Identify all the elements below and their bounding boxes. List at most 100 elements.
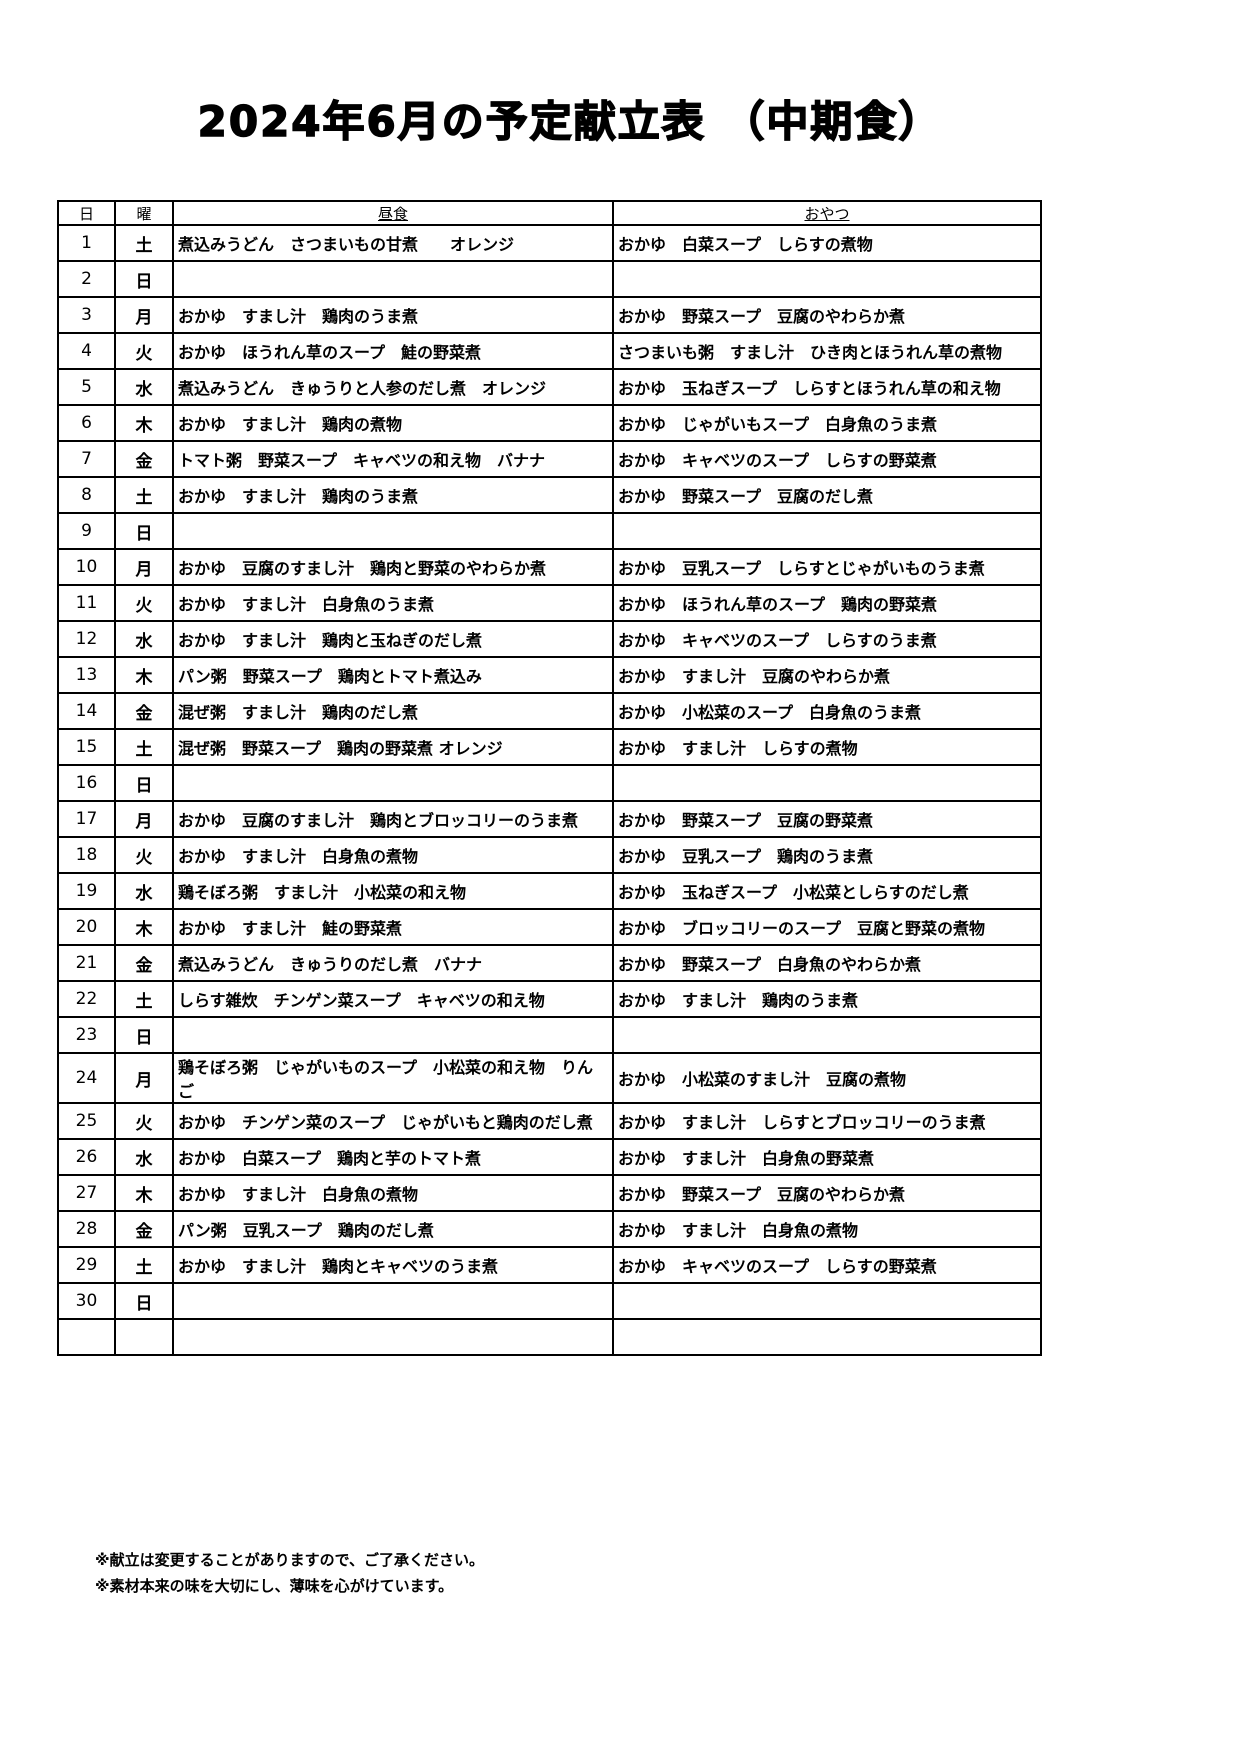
weekday-cell: 月 — [114, 296, 174, 334]
weekday-cell: 火 — [114, 584, 174, 622]
snack-cell: おかゆ じゃがいもスープ 白身魚のうま煮 — [612, 404, 1042, 442]
lunch-cell: 煮込みうどん きゅうりのだし煮 バナナ — [172, 944, 614, 982]
weekday-cell: 火 — [114, 1102, 174, 1140]
lunch-cell: おかゆ すまし汁 鶏肉の煮物 — [172, 404, 614, 442]
lunch-cell: おかゆ すまし汁 白身魚の煮物 — [172, 1174, 614, 1212]
table-row: 3 月 おかゆ すまし汁 鶏肉のうま煮 おかゆ 野菜スープ 豆腐のやわらか煮 — [57, 296, 1042, 334]
lunch-cell: おかゆ すまし汁 鶏肉のうま煮 — [172, 476, 614, 514]
day-cell: 22 — [57, 980, 116, 1018]
snack-cell: おかゆ 豆乳スープ 鶏肉のうま煮 — [612, 836, 1042, 874]
table-row: 5 水 煮込みうどん きゅうりと人参のだし煮 オレンジ おかゆ 玉ねぎスープ し… — [57, 368, 1042, 406]
weekday-cell: 金 — [114, 440, 174, 478]
weekday-cell: 土 — [114, 476, 174, 514]
day-cell: 13 — [57, 656, 116, 694]
day-cell: 10 — [57, 548, 116, 586]
lunch-cell — [172, 1016, 614, 1054]
header-weekday: 曜 — [114, 200, 174, 226]
day-cell: 20 — [57, 908, 116, 946]
table-row: 30 日 — [57, 1282, 1042, 1320]
menu-table-body: 1 土 煮込みうどん さつまいもの甘煮 オレンジ おかゆ 白菜スープ しらすの煮… — [57, 224, 1042, 1356]
table-row: 12 水 おかゆ すまし汁 鶏肉と玉ねぎのだし煮 おかゆ キャベツのスープ しら… — [57, 620, 1042, 658]
table-row: 23 日 — [57, 1016, 1042, 1054]
table-row: 9 日 — [57, 512, 1042, 550]
table-row: 29 土 おかゆ すまし汁 鶏肉とキャベツのうま煮 おかゆ キャベツのスープ し… — [57, 1246, 1042, 1284]
table-row: 10 月 おかゆ 豆腐のすまし汁 鶏肉と野菜のやわらか煮 おかゆ 豆乳スープ し… — [57, 548, 1042, 586]
weekday-cell: 金 — [114, 1210, 174, 1248]
day-cell: 27 — [57, 1174, 116, 1212]
day-cell: 2 — [57, 260, 116, 298]
weekday-cell: 木 — [114, 656, 174, 694]
weekday-cell: 水 — [114, 368, 174, 406]
weekday-cell: 土 — [114, 728, 174, 766]
header-lunch: 昼食 — [172, 200, 614, 226]
lunch-cell: 混ぜ粥 すまし汁 鶏肉のだし煮 — [172, 692, 614, 730]
snack-cell: おかゆ すまし汁 白身魚の煮物 — [612, 1210, 1042, 1248]
table-row: 14 金 混ぜ粥 すまし汁 鶏肉のだし煮 おかゆ 小松菜のスープ 白身魚のうま煮 — [57, 692, 1042, 730]
lunch-cell: おかゆ すまし汁 白身魚のうま煮 — [172, 584, 614, 622]
snack-cell: おかゆ キャベツのスープ しらすの野菜煮 — [612, 1246, 1042, 1284]
day-cell: 21 — [57, 944, 116, 982]
lunch-cell — [172, 1282, 614, 1320]
day-cell: 28 — [57, 1210, 116, 1248]
page-title: 2024年6月の予定献立表 （中期食） — [197, 96, 943, 147]
lunch-cell: しらす雑炊 チンゲン菜スープ キャベツの和え物 — [172, 980, 614, 1018]
header-snack: おやつ — [612, 200, 1042, 226]
day-cell: 26 — [57, 1138, 116, 1176]
snack-cell — [612, 1282, 1042, 1320]
lunch-cell: おかゆ ほうれん草のスープ 鮭の野菜煮 — [172, 332, 614, 370]
weekday-cell: 日 — [114, 260, 174, 298]
day-cell: 24 — [57, 1052, 116, 1104]
lunch-cell: おかゆ すまし汁 鮭の野菜煮 — [172, 908, 614, 946]
day-cell: 17 — [57, 800, 116, 838]
lunch-cell: おかゆ すまし汁 鶏肉のうま煮 — [172, 296, 614, 334]
day-cell: 19 — [57, 872, 116, 910]
lunch-cell: 煮込みうどん さつまいもの甘煮 オレンジ — [172, 224, 614, 262]
table-row: 1 土 煮込みうどん さつまいもの甘煮 オレンジ おかゆ 白菜スープ しらすの煮… — [57, 224, 1042, 262]
weekday-cell: 土 — [114, 224, 174, 262]
weekday-cell: 木 — [114, 404, 174, 442]
lunch-cell: 鶏そぼろ粥 すまし汁 小松菜の和え物 — [172, 872, 614, 910]
note-line: ※献立は変更することがありますので、ご了承ください。 — [95, 1551, 484, 1569]
table-row: 7 金 トマト粥 野菜スープ キャベツの和え物 バナナ おかゆ キャベツのスープ… — [57, 440, 1042, 478]
weekday-cell: 日 — [114, 764, 174, 802]
table-row: 22 土 しらす雑炊 チンゲン菜スープ キャベツの和え物 おかゆ すまし汁 鶏肉… — [57, 980, 1042, 1018]
header-day: 日 — [57, 200, 116, 226]
weekday-cell: 日 — [114, 512, 174, 550]
table-row: 17 月 おかゆ 豆腐のすまし汁 鶏肉とブロッコリーのうま煮 おかゆ 野菜スープ… — [57, 800, 1042, 838]
weekday-cell: 月 — [114, 548, 174, 586]
day-cell: 15 — [57, 728, 116, 766]
snack-cell: おかゆ 野菜スープ 豆腐のやわらか煮 — [612, 1174, 1042, 1212]
day-cell: 5 — [57, 368, 116, 406]
snack-cell: おかゆ すまし汁 豆腐のやわらか煮 — [612, 656, 1042, 694]
snack-cell: おかゆ ほうれん草のスープ 鶏肉の野菜煮 — [612, 584, 1042, 622]
day-cell: 12 — [57, 620, 116, 658]
weekday-cell — [114, 1318, 174, 1356]
lunch-cell: トマト粥 野菜スープ キャベツの和え物 バナナ — [172, 440, 614, 478]
table-row: 11 火 おかゆ すまし汁 白身魚のうま煮 おかゆ ほうれん草のスープ 鶏肉の野… — [57, 584, 1042, 622]
weekday-cell: 水 — [114, 620, 174, 658]
day-cell: 8 — [57, 476, 116, 514]
lunch-cell: おかゆ すまし汁 鶏肉とキャベツのうま煮 — [172, 1246, 614, 1284]
day-cell: 4 — [57, 332, 116, 370]
snack-cell: おかゆ すまし汁 白身魚の野菜煮 — [612, 1138, 1042, 1176]
day-cell: 9 — [57, 512, 116, 550]
weekday-cell: 木 — [114, 1174, 174, 1212]
snack-cell: おかゆ キャベツのスープ しらすのうま煮 — [612, 620, 1042, 658]
lunch-cell: おかゆ 豆腐のすまし汁 鶏肉とブロッコリーのうま煮 — [172, 800, 614, 838]
lunch-cell — [172, 260, 614, 298]
snack-cell: おかゆ 玉ねぎスープ 小松菜としらすのだし煮 — [612, 872, 1042, 910]
table-row: 8 土 おかゆ すまし汁 鶏肉のうま煮 おかゆ 野菜スープ 豆腐のだし煮 — [57, 476, 1042, 514]
lunch-cell: おかゆ 豆腐のすまし汁 鶏肉と野菜のやわらか煮 — [172, 548, 614, 586]
weekday-cell: 月 — [114, 800, 174, 838]
snack-cell — [612, 512, 1042, 550]
day-cell: 30 — [57, 1282, 116, 1320]
snack-cell: おかゆ ブロッコリーのスープ 豆腐と野菜の煮物 — [612, 908, 1042, 946]
lunch-cell: 鶏そぼろ粥 じゃがいものスープ 小松菜の和え物 りんご — [172, 1052, 614, 1104]
table-row: 25 火 おかゆ チンゲン菜のスープ じゃがいもと鶏肉のだし煮 おかゆ すまし汁… — [57, 1102, 1042, 1140]
weekday-cell: 火 — [114, 332, 174, 370]
weekday-cell: 金 — [114, 692, 174, 730]
snack-cell: おかゆ キャベツのスープ しらすの野菜煮 — [612, 440, 1042, 478]
weekday-cell: 火 — [114, 836, 174, 874]
weekday-cell: 木 — [114, 908, 174, 946]
